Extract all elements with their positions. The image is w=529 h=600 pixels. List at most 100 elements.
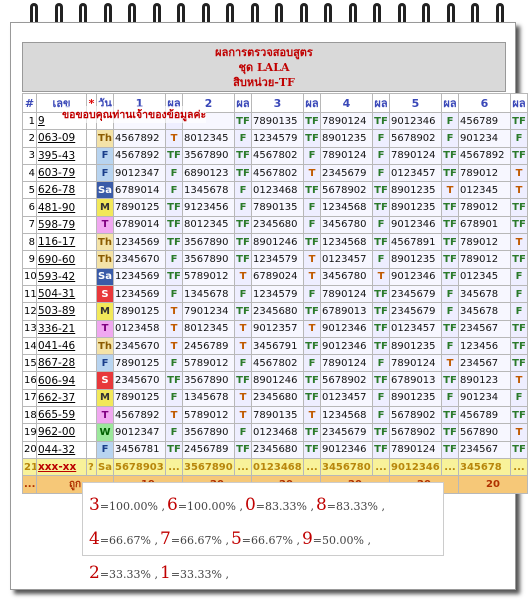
row-number: 11 xyxy=(22,284,37,304)
result-cell: F xyxy=(510,267,528,286)
digit-set-cell: 2345680 xyxy=(251,388,304,408)
result-cell: T xyxy=(234,267,252,286)
result-cell: T xyxy=(510,233,528,252)
stat-percent: =66.67% , xyxy=(241,534,300,547)
digit-set-cell: 2345679 xyxy=(389,284,442,304)
result-cell: F xyxy=(303,215,321,235)
spiral-coil xyxy=(152,3,161,27)
row-number: 21 xyxy=(22,457,37,477)
stat-digit: 7 xyxy=(159,529,171,549)
digit-set-cell: 9012346 xyxy=(389,111,442,131)
result-cell: T xyxy=(303,163,321,183)
result-cell: T xyxy=(234,336,252,356)
result-cell: F xyxy=(234,181,252,200)
result-cell: TF xyxy=(441,250,459,269)
stat-percent: =83.33% , xyxy=(255,500,314,513)
stat-digit: 8 xyxy=(315,495,327,515)
digit-stat: 6=100.00% , xyxy=(167,489,243,523)
day-cell: S xyxy=(96,371,114,390)
digit-set-cell: 7890135 xyxy=(251,198,304,217)
result-cell: T xyxy=(510,181,528,200)
result-number: 598-79 xyxy=(36,215,87,235)
digit-set-cell: 890123 xyxy=(458,371,511,390)
result-cell: TF xyxy=(510,319,528,338)
result-cell: TF xyxy=(441,319,459,338)
result-cell: F xyxy=(372,406,390,425)
table-row: 20 044-32 F 3456781 TF 2456789 TF 2345680 TF 9012… xyxy=(22,440,528,459)
result-cell: F xyxy=(372,146,390,165)
star-cell xyxy=(86,250,97,269)
digit-set-cell: 0123468 xyxy=(251,181,304,200)
result-cell: TF xyxy=(441,267,459,286)
result-cell: TF xyxy=(441,233,459,252)
stat-digit: 2 xyxy=(89,563,100,583)
digit-set-cell: 9012357 xyxy=(251,319,304,338)
star-cell xyxy=(86,388,97,408)
digit-set-cell: 0123458 xyxy=(113,319,166,338)
digit-set-cell: 1345678 xyxy=(182,181,235,200)
result-cell: ... xyxy=(234,457,252,477)
digit-set-cell: 2345679 xyxy=(320,163,373,183)
digit-set-cell: 1234579 xyxy=(251,250,304,269)
digit-set-cell: 7890124 xyxy=(389,440,442,459)
result-cell: F xyxy=(372,354,390,373)
stat-digit: 1 xyxy=(159,563,171,583)
result-cell: F xyxy=(510,302,528,321)
digit-set-cell: 123456 xyxy=(458,336,511,356)
result-cell: TF xyxy=(303,371,321,390)
result-cell: F xyxy=(303,284,321,304)
result-cell: TF xyxy=(303,181,321,200)
table-row: 10 593-42 Sa 1234569 TF 5789012 T 6789024 T 34567… xyxy=(22,267,528,286)
day-cell: Th xyxy=(96,336,114,356)
digit-set-cell: 1345678 xyxy=(182,284,235,304)
digit-set-cell: 789012 xyxy=(458,198,511,217)
digit-set-cell: 3456780 xyxy=(320,267,373,286)
result-cell: TF xyxy=(372,181,390,200)
star-cell xyxy=(86,163,97,183)
result-cell: TF xyxy=(303,111,321,131)
digit-set-cell: 234567 xyxy=(458,440,511,459)
digit-set-cell: 3567890 xyxy=(182,146,235,165)
table-row: 3 395-43 F 4567892 TF 3567890 TF 4567802 F 789012… xyxy=(22,146,528,165)
spiral-coil xyxy=(128,3,136,27)
result-cell: T xyxy=(165,319,183,338)
result-cell: T xyxy=(372,267,390,286)
spiral-coil xyxy=(373,3,381,27)
day-cell: Th xyxy=(96,129,114,148)
result-cell: TF xyxy=(303,336,321,356)
spiral-coil xyxy=(422,3,430,27)
digit-set-cell: 678901 xyxy=(458,215,511,235)
row-number: 15 xyxy=(22,354,37,373)
result-cell: TF xyxy=(372,423,390,442)
result-number: 116-17 xyxy=(36,233,87,252)
column-header: 5 xyxy=(389,93,442,113)
result-cell: TF xyxy=(372,284,390,304)
digit-set-cell: 2456789 xyxy=(182,440,235,459)
table-row: 14 041-46 Th 2345670 T 2456789 T 3456791 TF 90123… xyxy=(22,336,528,356)
digit-set-cell: 2345680 xyxy=(251,302,304,321)
row-number: 2 xyxy=(22,129,37,148)
digit-set-cell: 3456780 xyxy=(320,215,373,235)
result-number: 606-94 xyxy=(36,371,87,390)
digit-set-cell: 1234569 xyxy=(113,233,166,252)
table-row: 1 9 TF 7890135 TF 7890124 TF 9012346 F 456789 TF xyxy=(22,111,528,131)
row-number: 3 xyxy=(22,146,37,165)
digit-set-cell: 456789 xyxy=(458,111,511,131)
day-cell: Sa xyxy=(96,457,114,477)
day-cell: W xyxy=(96,423,114,442)
result-number: 336-21 xyxy=(36,319,87,338)
result-number: 503-89 xyxy=(36,302,87,321)
spiral-coil xyxy=(324,3,332,27)
digit-set-cell: 7901234 xyxy=(182,302,235,321)
digit-set-cell: 4567802 xyxy=(251,146,304,165)
digit-set-cell: 7890135 xyxy=(251,111,304,131)
result-cell: F xyxy=(234,354,252,373)
star-cell xyxy=(86,146,97,165)
digit-stat: 8=83.33% , xyxy=(316,489,385,523)
result-cell: F xyxy=(234,284,252,304)
day-cell: F xyxy=(96,163,114,183)
day-cell: Th xyxy=(96,250,114,269)
digit-set-cell: 5678902 xyxy=(320,371,373,390)
result-cell: TF xyxy=(372,371,390,390)
spiral-coil xyxy=(79,3,87,27)
